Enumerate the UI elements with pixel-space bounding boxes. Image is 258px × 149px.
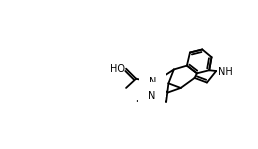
Text: N: N [148,91,155,101]
Text: N: N [149,77,156,87]
Text: NH: NH [218,67,232,77]
Text: HO: HO [110,64,125,74]
